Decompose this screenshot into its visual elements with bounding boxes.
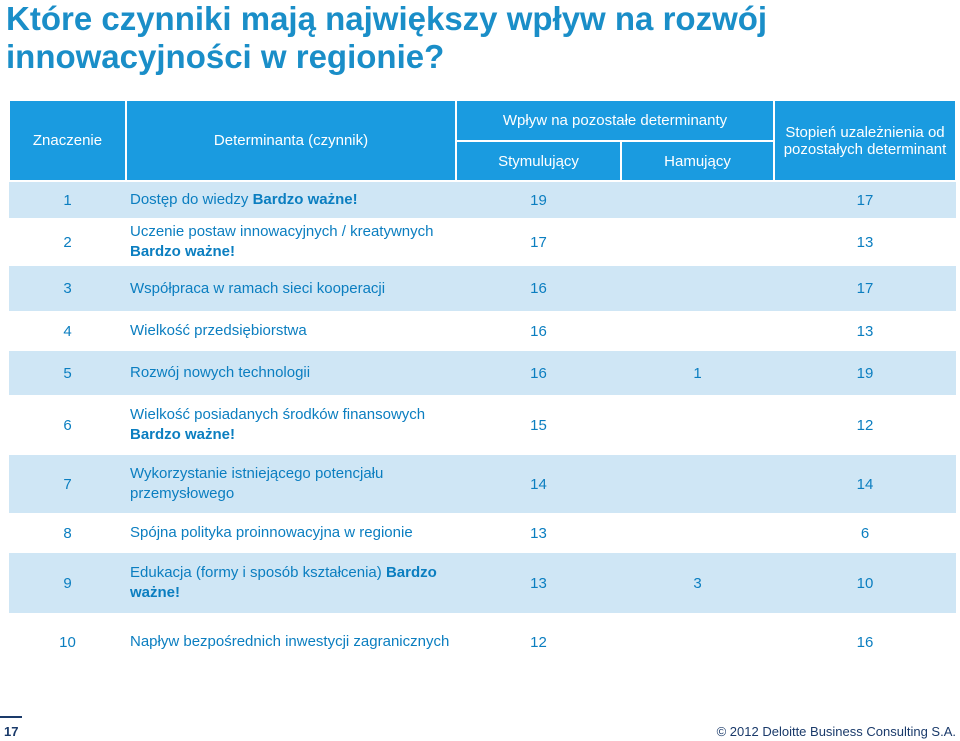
determinant-name: Edukacja (formy i sposób kształcenia) [130, 564, 382, 581]
row-inhibiting [621, 455, 774, 513]
copyright: © 2012 Deloitte Business Consulting S.A. [716, 724, 956, 739]
header-dependency: Stopień uzależnienia od pozostałych dete… [773, 99, 957, 182]
row-determinant: Rozwój nowych technologii [126, 351, 456, 395]
row-determinant: Współpraca w ramach sieci kooperacji [126, 266, 456, 311]
row-determinant: Wielkość posiadanych środków finansowych… [126, 395, 456, 455]
row-dependency: 12 [774, 395, 956, 455]
table-row: 8 Spójna polityka proinnowacyjna w region… [9, 513, 956, 553]
row-determinant: Wielkość przedsiębiorstwa [126, 311, 456, 351]
header-inhibiting: Hamujący [620, 140, 775, 182]
row-stimulating: 17 [456, 218, 621, 266]
row-significance: 4 [9, 311, 126, 351]
header-determinant: Determinanta (czynnik) [125, 99, 457, 182]
row-determinant: Edukacja (formy i sposób kształcenia) Ba… [126, 553, 456, 613]
row-inhibiting [621, 181, 774, 218]
page-title: Które czynniki mają największy wpływ na … [6, 0, 768, 75]
row-inhibiting: 3 [621, 553, 774, 613]
row-significance: 2 [9, 218, 126, 266]
row-stimulating: 13 [456, 513, 621, 553]
row-determinant: Napływ bezpośrednich inwestycji zagranic… [126, 613, 456, 671]
row-stimulating: 19 [456, 181, 621, 218]
row-dependency: 17 [774, 266, 956, 311]
row-stimulating: 13 [456, 553, 621, 613]
row-stimulating: 16 [456, 266, 621, 311]
row-dependency: 13 [774, 311, 956, 351]
header-impact-group: Wpływ na pozostałe determinanty [455, 99, 775, 142]
row-inhibiting [621, 395, 774, 455]
row-inhibiting [621, 311, 774, 351]
row-significance: 9 [9, 553, 126, 613]
determinant-name: Napływ bezpośrednich inwestycji zagranic… [130, 633, 450, 650]
header-significance: Znaczenie [8, 99, 127, 182]
row-significance: 10 [9, 613, 126, 671]
determinant-name: Uczenie postaw innowacyjnych / kreatywny… [130, 223, 434, 240]
determinant-name: Wielkość przedsiębiorstwa [130, 322, 307, 339]
determinants-table: Znaczenie Determinanta (czynnik) Wpływ n… [8, 99, 957, 671]
table-row: 3 Współpraca w ramach sieci kooperacji 16 1… [9, 266, 956, 311]
row-significance: 5 [9, 351, 126, 395]
row-inhibiting [621, 613, 774, 671]
row-stimulating: 14 [456, 455, 621, 513]
determinant-name: Dostęp do wiedzy [130, 191, 249, 208]
row-dependency: 19 [774, 351, 956, 395]
row-stimulating: 15 [456, 395, 621, 455]
row-inhibiting [621, 218, 774, 266]
row-dependency: 14 [774, 455, 956, 513]
row-inhibiting [621, 266, 774, 311]
determinant-name: Wykorzystanie istniejącego potencjału pr… [130, 465, 384, 502]
row-dependency: 16 [774, 613, 956, 671]
row-significance: 8 [9, 513, 126, 553]
row-significance: 3 [9, 266, 126, 311]
table-row: 5 Rozwój nowych technologii 16 1 19 [9, 351, 956, 395]
importance-note: Bardzo ważne! [130, 564, 437, 601]
row-stimulating: 12 [456, 613, 621, 671]
row-determinant: Dostęp do wiedzy Bardzo ważne! [126, 181, 456, 218]
table-row: 7 Wykorzystanie istniejącego potencjału p… [9, 455, 956, 513]
row-dependency: 13 [774, 218, 956, 266]
table-row: 10 Napływ bezpośrednich inwestycji zagran… [9, 613, 956, 671]
table-row: 2 Uczenie postaw innowacyjnych / kreatywn… [9, 218, 956, 266]
determinant-name: Współpraca w ramach sieci kooperacji [130, 279, 386, 297]
table-row: 1 Dostęp do wiedzy Bardzo ważne! 19 17 [9, 181, 956, 218]
table-body: 1 Dostęp do wiedzy Bardzo ważne! 19 17 2 Ucze… [9, 181, 956, 671]
row-significance: 1 [9, 181, 126, 218]
row-significance: 7 [9, 455, 126, 513]
table-row: 9 Edukacja (formy i sposób kształcenia) B… [9, 553, 956, 613]
header-stimulating: Stymulujący [455, 140, 622, 182]
importance-note: Bardzo ważne! [130, 243, 236, 260]
row-determinant: Spójna polityka proinnowacyjna w regioni… [126, 513, 456, 553]
row-stimulating: 16 [456, 351, 621, 395]
page-number: 17 [4, 724, 19, 739]
row-determinant: Wykorzystanie istniejącego potencjału pr… [126, 455, 456, 513]
determinant-name: Wielkość posiadanych środków finansowych [130, 406, 426, 423]
importance-note: Bardzo ważne! [130, 426, 236, 443]
row-determinant: Uczenie postaw innowacyjnych / kreatywny… [126, 218, 456, 266]
row-inhibiting: 1 [621, 351, 774, 395]
determinant-name: Rozwój nowych technologii [130, 364, 311, 381]
importance-note: Bardzo ważne! [252, 191, 358, 208]
row-dependency: 10 [774, 553, 956, 613]
row-dependency: 17 [774, 181, 956, 218]
row-dependency: 6 [774, 513, 956, 553]
table-row: 6 Wielkość posiadanych środków finansowyc… [9, 395, 956, 455]
determinant-name: Spójna polityka proinnowacyjna w regioni… [130, 524, 413, 541]
row-inhibiting [621, 513, 774, 553]
table-row: 4 Wielkość przedsiębiorstwa 16 13 [9, 311, 956, 351]
footer-divider [0, 716, 22, 718]
row-significance: 6 [9, 395, 126, 455]
row-stimulating: 16 [456, 311, 621, 351]
